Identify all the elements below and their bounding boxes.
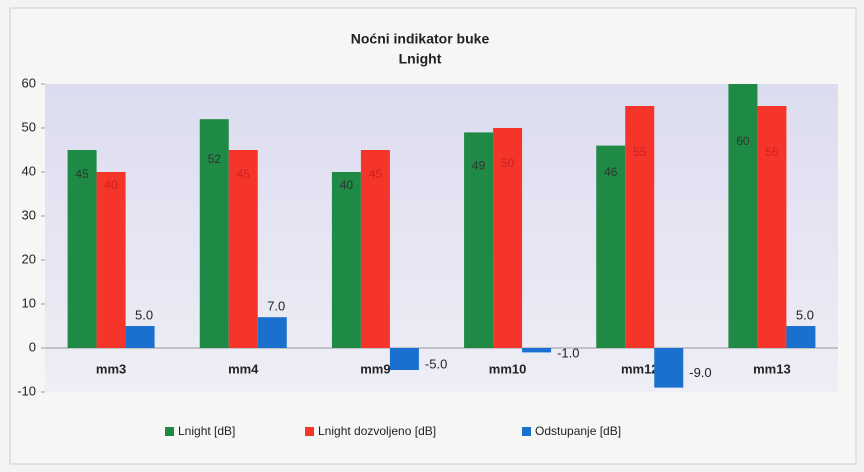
x-tick-label: mm10 [489, 361, 527, 376]
data-label: 40 [340, 178, 354, 192]
data-label: 40 [104, 178, 118, 192]
data-label: 52 [208, 152, 222, 166]
bar [464, 132, 494, 348]
data-label: -5.0 [425, 356, 447, 371]
y-tick-label: -10 [17, 383, 36, 398]
y-tick-label: 20 [22, 251, 36, 266]
x-tick-label: mm12 [621, 361, 659, 376]
y-tick-label: 30 [22, 207, 36, 222]
chart-subtitle: Lnight [399, 51, 442, 67]
x-tick-label: mm13 [753, 361, 791, 376]
bar [596, 145, 626, 348]
legend-label: Lnight dozvoljeno [dB] [318, 424, 436, 438]
data-label: 50 [501, 156, 515, 170]
legend-swatch [305, 427, 314, 436]
bar [625, 106, 655, 348]
bar [67, 150, 97, 348]
y-tick-label: 40 [22, 163, 36, 178]
bar [654, 348, 684, 388]
bar [360, 150, 390, 348]
bar [331, 172, 361, 348]
data-label: 45 [237, 167, 251, 181]
bar [228, 150, 258, 348]
bar [757, 106, 787, 348]
legend-swatch [522, 427, 531, 436]
x-tick-label: mm9 [360, 361, 390, 376]
legend-swatch [165, 427, 174, 436]
data-label: 60 [736, 134, 750, 148]
x-tick-label: mm4 [228, 361, 259, 376]
data-label: -9.0 [689, 365, 711, 380]
bar [728, 84, 758, 348]
x-tick-label: mm3 [96, 361, 126, 376]
plot-area [45, 84, 838, 392]
y-tick-label: 60 [22, 75, 36, 90]
y-tick-label: 50 [22, 119, 36, 134]
legend-label: Odstupanje [dB] [535, 424, 621, 438]
chart-title: Noćni indikator buke [351, 31, 490, 47]
bar [96, 172, 126, 348]
data-label: 55 [633, 145, 647, 159]
bar [493, 128, 523, 348]
bar [389, 348, 419, 370]
bar [522, 348, 552, 353]
data-label: 55 [765, 145, 779, 159]
data-label: 45 [75, 167, 89, 181]
data-label: 5.0 [135, 307, 153, 322]
data-label: 46 [604, 165, 618, 179]
legend-label: Lnight [dB] [178, 424, 235, 438]
bar [786, 326, 816, 348]
data-label: 45 [369, 167, 383, 181]
data-label: 49 [472, 158, 486, 172]
data-label: 7.0 [267, 299, 285, 314]
y-tick-label: 0 [29, 339, 36, 354]
y-tick-label: 10 [22, 295, 36, 310]
bar [125, 326, 155, 348]
data-label: 5.0 [796, 307, 814, 322]
data-label: -1.0 [557, 346, 579, 361]
bar [257, 317, 287, 348]
bar [199, 119, 229, 348]
